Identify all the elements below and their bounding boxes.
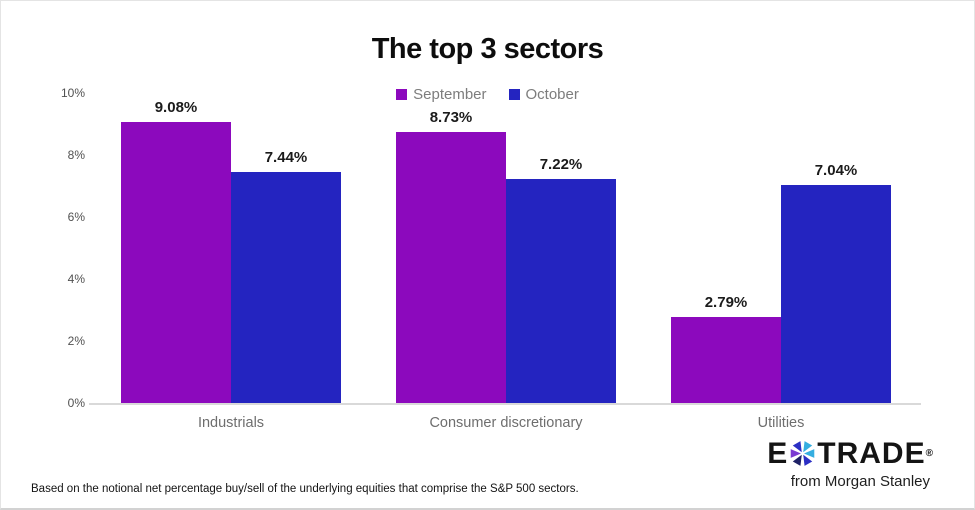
etrade-wordmark: E TRADE ® bbox=[767, 437, 934, 470]
etrade-logo: E TRADE ® from Morgan Stanley bbox=[767, 437, 934, 490]
bar-value-label: 8.73% bbox=[429, 109, 473, 127]
legend-label-october: October bbox=[525, 86, 579, 103]
category-label-utilities: Utilities bbox=[757, 415, 805, 431]
chart-footnote: Based on the notional net percentage buy… bbox=[31, 483, 579, 495]
plot-area: 9.08% 7.44% Industrials 8.73% 7.22% Consumer … bbox=[89, 93, 921, 431]
legend-item-october: October bbox=[508, 86, 579, 103]
logo-text-trade: TRADE bbox=[817, 436, 926, 470]
bar-value-label: 7.44% bbox=[264, 149, 308, 167]
bar-october-industrials bbox=[231, 172, 341, 403]
y-axis-tick-label: 0% bbox=[67, 396, 85, 410]
y-axis-tick-label: 2% bbox=[67, 334, 85, 348]
september-swatch-icon bbox=[396, 89, 408, 100]
category-label-industrials: Industrials bbox=[197, 415, 265, 431]
chart-legend: September October bbox=[1, 86, 974, 103]
bar-value-label: 2.79% bbox=[704, 293, 748, 311]
x-axis-line bbox=[89, 403, 921, 405]
y-axis-tick-label: 6% bbox=[67, 210, 85, 224]
logo-letter-e: E bbox=[767, 436, 789, 470]
bar-september-industrials bbox=[121, 121, 231, 403]
bar-value-label: 7.04% bbox=[814, 161, 858, 179]
legend-label-september: September bbox=[413, 86, 487, 103]
logo-tagline: from Morgan Stanley bbox=[790, 473, 930, 490]
y-axis-tick-label: 4% bbox=[67, 272, 85, 286]
bar-september-utilities bbox=[671, 316, 781, 403]
registered-trademark: ® bbox=[925, 448, 934, 459]
legend-item-september: September bbox=[396, 86, 487, 103]
october-swatch-icon bbox=[508, 89, 520, 100]
y-axis: 0% 2% 4% 6% 8% 10% bbox=[31, 86, 85, 410]
bar-october-consumer-discretionary bbox=[506, 179, 616, 403]
chart-title: The top 3 sectors bbox=[371, 33, 604, 65]
category-label-consumer-discretionary: Consumer discretionary bbox=[429, 415, 583, 431]
y-axis-tick-label: 10% bbox=[60, 86, 85, 100]
bar-october-utilities bbox=[781, 184, 891, 403]
etrade-asterisk-icon bbox=[790, 441, 815, 466]
bar-value-label: 9.08% bbox=[154, 98, 198, 116]
bar-september-consumer-discretionary bbox=[396, 132, 506, 403]
y-axis-tick-label: 8% bbox=[67, 148, 85, 162]
bar-value-label: 7.22% bbox=[539, 156, 583, 174]
